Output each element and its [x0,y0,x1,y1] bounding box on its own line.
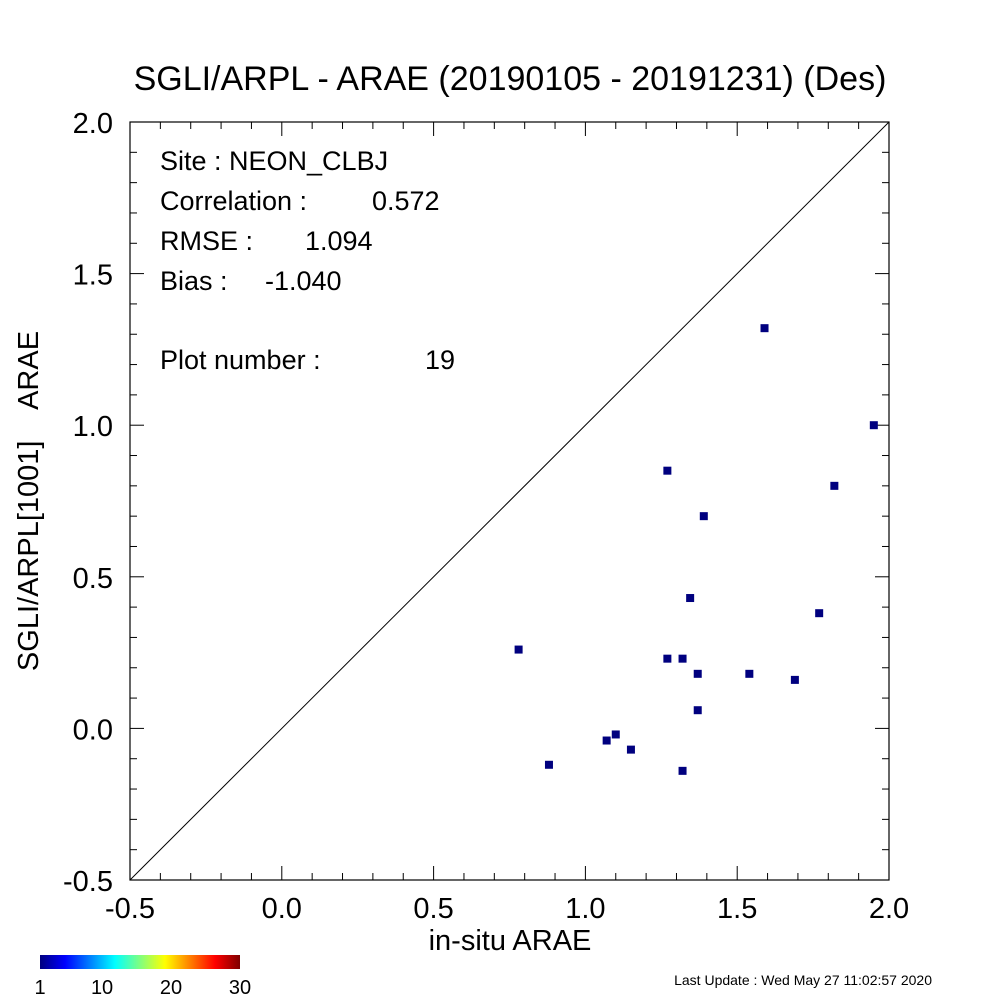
correlation-value: 0.572 [372,186,440,216]
rmse-label: RMSE : [160,226,253,256]
plot-number-value: 19 [425,345,455,375]
axis-ticks [129,121,890,881]
x-tick-label: 0.5 [413,893,453,925]
data-point [686,594,695,603]
data-point [611,730,620,739]
colorbar-tick-label: 30 [229,977,251,999]
y-tick-label: 1.5 [73,260,113,292]
y-tick-label: 0.0 [73,714,113,746]
data-points [514,324,878,775]
colorbar-tick-label: 20 [160,977,182,999]
data-point [699,512,708,521]
data-point [626,745,635,754]
data-point [869,421,878,430]
colorbar-tick-label: 1 [34,977,45,999]
data-point [790,675,799,684]
data-point [678,766,687,775]
y-tick-label: -0.5 [63,866,113,898]
y-axis-label: SGLI/ARPL[1001] ARAE [13,331,45,671]
data-point [815,609,824,618]
stats-annotation: Site : NEON_CLBJ Correlation : 0.572 RMS… [160,146,455,375]
y-tick-label: 2.0 [73,108,113,140]
chart-title: SGLI/ARPL - ARAE (20190105 - 20191231) (… [134,60,887,98]
y-tick-label: 0.5 [73,563,113,595]
x-axis-label: in-situ ARAE [429,925,592,957]
data-point [544,760,553,769]
site-text: Site : NEON_CLBJ [160,146,388,176]
y-tick-label: 1.0 [73,411,113,443]
y-tick-labels: -0.5 0.0 0.5 1.0 1.5 2.0 [63,108,113,898]
data-point [602,736,611,745]
x-tick-label: -0.5 [105,893,155,925]
colorbar-tick-label: 10 [91,977,113,999]
data-point [693,669,702,678]
one-to-one-line [129,121,890,881]
last-update-text: Last Update : Wed May 27 11:02:57 2020 [674,972,932,988]
data-point [693,706,702,715]
colorbar-tick-labels: 1 10 20 30 [34,977,251,999]
x-tick-labels: -0.5 0.0 0.5 1.0 1.5 2.0 [105,893,909,925]
data-point [514,645,523,654]
data-point [745,669,754,678]
x-tick-label: 0.0 [262,893,302,925]
bias-label: Bias : [160,266,228,296]
data-point [760,324,769,333]
x-tick-label: 1.0 [565,893,605,925]
correlation-label: Correlation : [160,186,307,216]
data-point [678,654,687,663]
data-point [830,481,839,490]
plot-number-label: Plot number : [160,345,321,375]
plot-frame [129,121,890,881]
data-point [663,466,672,475]
x-tick-label: 2.0 [869,893,909,925]
data-point [663,654,672,663]
x-tick-label: 1.5 [717,893,757,925]
rmse-value: 1.094 [305,226,373,256]
colorbar [40,955,240,969]
bias-value: -1.040 [265,266,342,296]
